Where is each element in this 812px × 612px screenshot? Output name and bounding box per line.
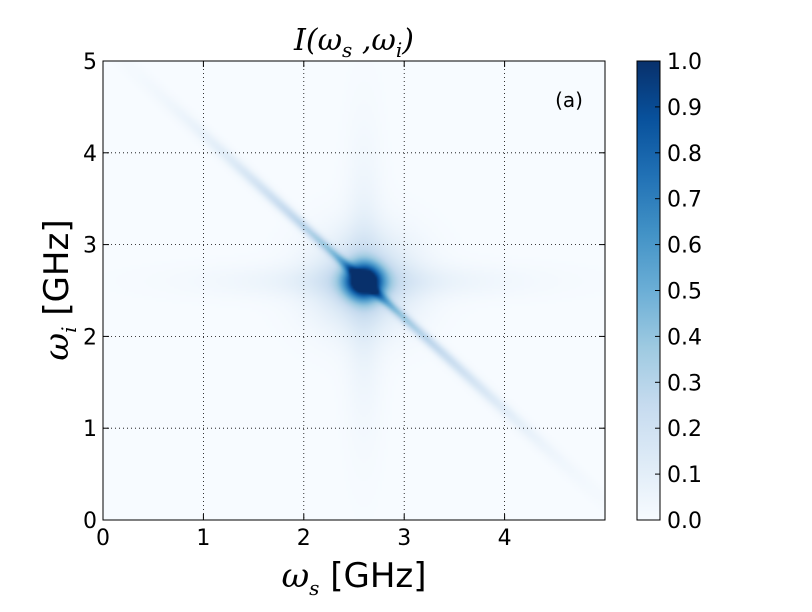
y-tick-label: 1	[83, 417, 97, 442]
y-tick-label: 0	[83, 509, 97, 534]
colorbar-tick-label: 0.0	[667, 509, 702, 534]
plot-frame	[102, 60, 606, 521]
x-tick-label: 3	[397, 526, 411, 551]
colorbar-ticks	[655, 60, 660, 521]
x-tick-label: 2	[297, 526, 311, 551]
colorbar-tick-label: 0.8	[667, 142, 702, 167]
colorbar-tick-labels: 0.0 0.1 0.2 0.3 0.4 0.5 0.6 0.7 0.8 0.9 1.0	[667, 50, 702, 534]
x-tick-label: 0	[96, 526, 110, 551]
panel-label: (a)	[555, 88, 583, 112]
y-tick-label: 3	[83, 234, 97, 259]
colorbar-tick-label: 0.7	[667, 188, 702, 213]
colorbar-fill	[637, 61, 660, 520]
colorbar-tick-label: 0.9	[667, 96, 702, 121]
plot-ticks	[102, 60, 605, 521]
colorbar-tick-label: 0.2	[667, 417, 702, 442]
colorbar: 0.0 0.1 0.2 0.3 0.4 0.5 0.6 0.7 0.8 0.9 1.0	[636, 50, 702, 534]
colorbar-tick-label: 0.4	[667, 325, 702, 350]
plot-area: (a)	[102, 60, 606, 521]
x-tick-label: 4	[498, 526, 512, 551]
y-axis-label: ωi [GHz]	[37, 219, 81, 360]
colorbar-tick-label: 0.1	[667, 463, 702, 488]
y-tick-label: 2	[83, 325, 97, 350]
grid-lines	[103, 61, 605, 520]
x-tick-label: 1	[196, 526, 210, 551]
colorbar-tick-label: 1.0	[667, 50, 702, 75]
colorbar-tick-label: 0.6	[667, 234, 702, 259]
y-tick-label: 4	[83, 142, 97, 167]
chart-title: I(ωs ,ωi)	[293, 23, 414, 62]
colorbar-tick-label: 0.3	[667, 371, 702, 396]
heatmap-image	[103, 61, 605, 520]
colorbar-tick-label: 0.5	[667, 280, 702, 305]
x-tick-labels: 0 1 2 3 4	[96, 526, 512, 551]
y-tick-labels: 0 1 2 3 4 5	[83, 50, 97, 534]
y-tick-label: 5	[83, 50, 97, 75]
x-axis-label: ωs [GHz]	[281, 556, 426, 600]
